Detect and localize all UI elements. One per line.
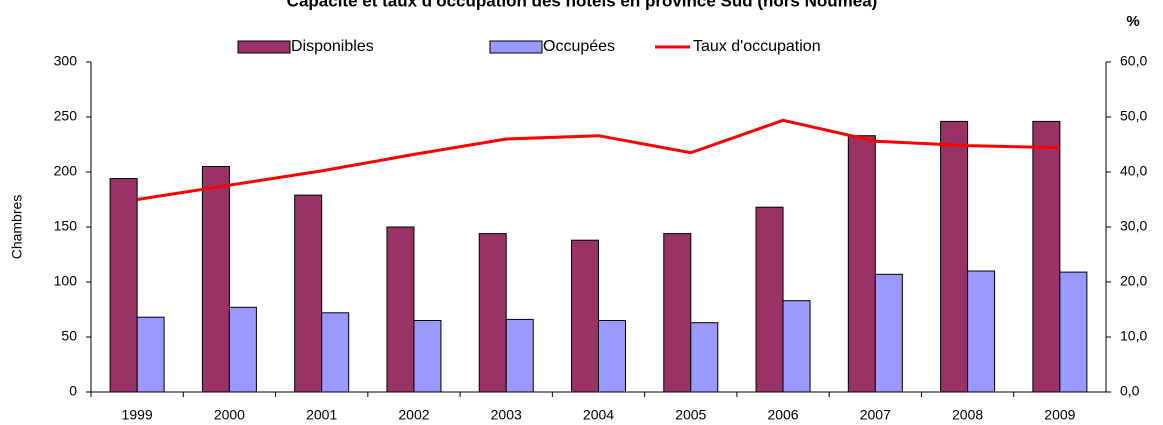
x-tick-label: 2006 <box>767 407 798 423</box>
bar <box>940 120 969 393</box>
y2-tick-label: 30,0 <box>1120 218 1147 234</box>
chart-title: Capacité et taux d'occupation des hôtels… <box>287 0 878 10</box>
y2-tick-label: 50,0 <box>1120 108 1147 124</box>
bar <box>663 233 692 393</box>
bar <box>690 322 719 393</box>
bar <box>755 206 784 393</box>
bar <box>478 233 507 393</box>
y2-axis-label: % <box>1126 13 1139 30</box>
x-tick-label: 2005 <box>675 407 706 423</box>
bar <box>413 320 442 393</box>
legend-label: Occupées <box>543 38 615 55</box>
bar <box>967 270 996 393</box>
bar <box>136 316 165 393</box>
bar <box>598 320 626 393</box>
x-tick-label: 2007 <box>860 407 891 423</box>
bar <box>505 318 534 393</box>
bar <box>228 306 257 393</box>
y2-tick-label: 40,0 <box>1120 163 1147 179</box>
y-axis-label: Chambres <box>9 195 25 260</box>
bar <box>782 300 811 393</box>
bar <box>1059 271 1088 393</box>
legend-swatch <box>489 40 543 54</box>
x-tick-label: 2009 <box>1044 407 1075 423</box>
bar <box>571 239 599 393</box>
y-tick-label: 100 <box>54 273 78 289</box>
y2-tick-label: 0,0 <box>1120 383 1140 399</box>
x-tick-label: 1999 <box>122 407 153 423</box>
y-tick-label: 250 <box>54 108 78 124</box>
x-tick-label: 2008 <box>952 407 983 423</box>
x-tick-label: 2003 <box>491 407 522 423</box>
bar <box>1032 120 1061 393</box>
bar <box>109 178 138 393</box>
x-tick-label: 2004 <box>583 407 614 423</box>
bar <box>321 312 350 393</box>
y-tick-label: 300 <box>54 53 78 69</box>
y2-tick-label: 20,0 <box>1120 273 1147 289</box>
bar <box>294 194 323 393</box>
y-tick-label: 0 <box>69 383 77 399</box>
y-tick-label: 200 <box>54 163 78 179</box>
y2-tick-label: 60,0 <box>1120 53 1147 69</box>
y2-tick-label: 10,0 <box>1120 328 1147 344</box>
x-tick-label: 2000 <box>214 407 245 423</box>
line-series <box>136 118 1060 201</box>
y-tick-label: 150 <box>54 218 78 234</box>
legend-label: Disponibles <box>291 38 374 55</box>
y-tick-label: 50 <box>61 328 77 344</box>
bar <box>386 226 415 393</box>
legend-swatch <box>237 40 291 54</box>
x-tick-label: 2002 <box>398 407 429 423</box>
legend-label: Taux d'occupation <box>693 38 821 55</box>
bar <box>874 273 903 393</box>
bar <box>201 166 230 393</box>
x-tick-label: 2001 <box>306 407 337 423</box>
bar <box>847 135 876 393</box>
